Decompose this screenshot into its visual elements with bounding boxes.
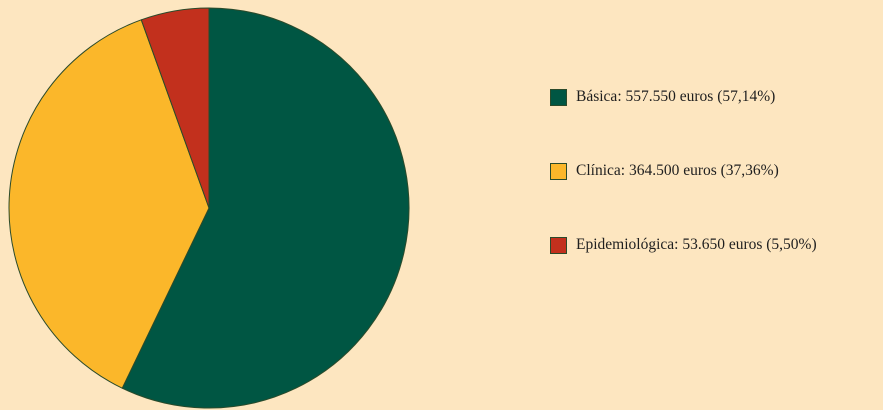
- legend-swatch-basica: [550, 88, 567, 106]
- pie-slice-clinica: [8, 19, 210, 389]
- legend-swatch-epidemiologica: [550, 236, 567, 254]
- pie-slice-epidemiologica: [140, 7, 210, 209]
- legend-label-epidemiologica: Epidemiológica: 53.650 euros (5,50%): [576, 236, 817, 253]
- legend-label-clinica: Clínica: 364.500 euros (37,36%): [576, 162, 779, 179]
- pie-chart-plot: [8, 7, 410, 409]
- legend-swatch-clinica: [550, 162, 567, 180]
- legend: Básica: 557.550 euros (57,14%) Clínica: …: [550, 87, 880, 255]
- pie-slice-basica: [121, 7, 410, 409]
- legend-item-basica: Básica: 557.550 euros (57,14%): [550, 87, 880, 107]
- legend-item-clinica: Clínica: 364.500 euros (37,36%): [550, 161, 880, 181]
- legend-item-epidemiologica: Epidemiológica: 53.650 euros (5,50%): [550, 235, 880, 255]
- legend-label-basica: Básica: 557.550 euros (57,14%): [576, 88, 776, 105]
